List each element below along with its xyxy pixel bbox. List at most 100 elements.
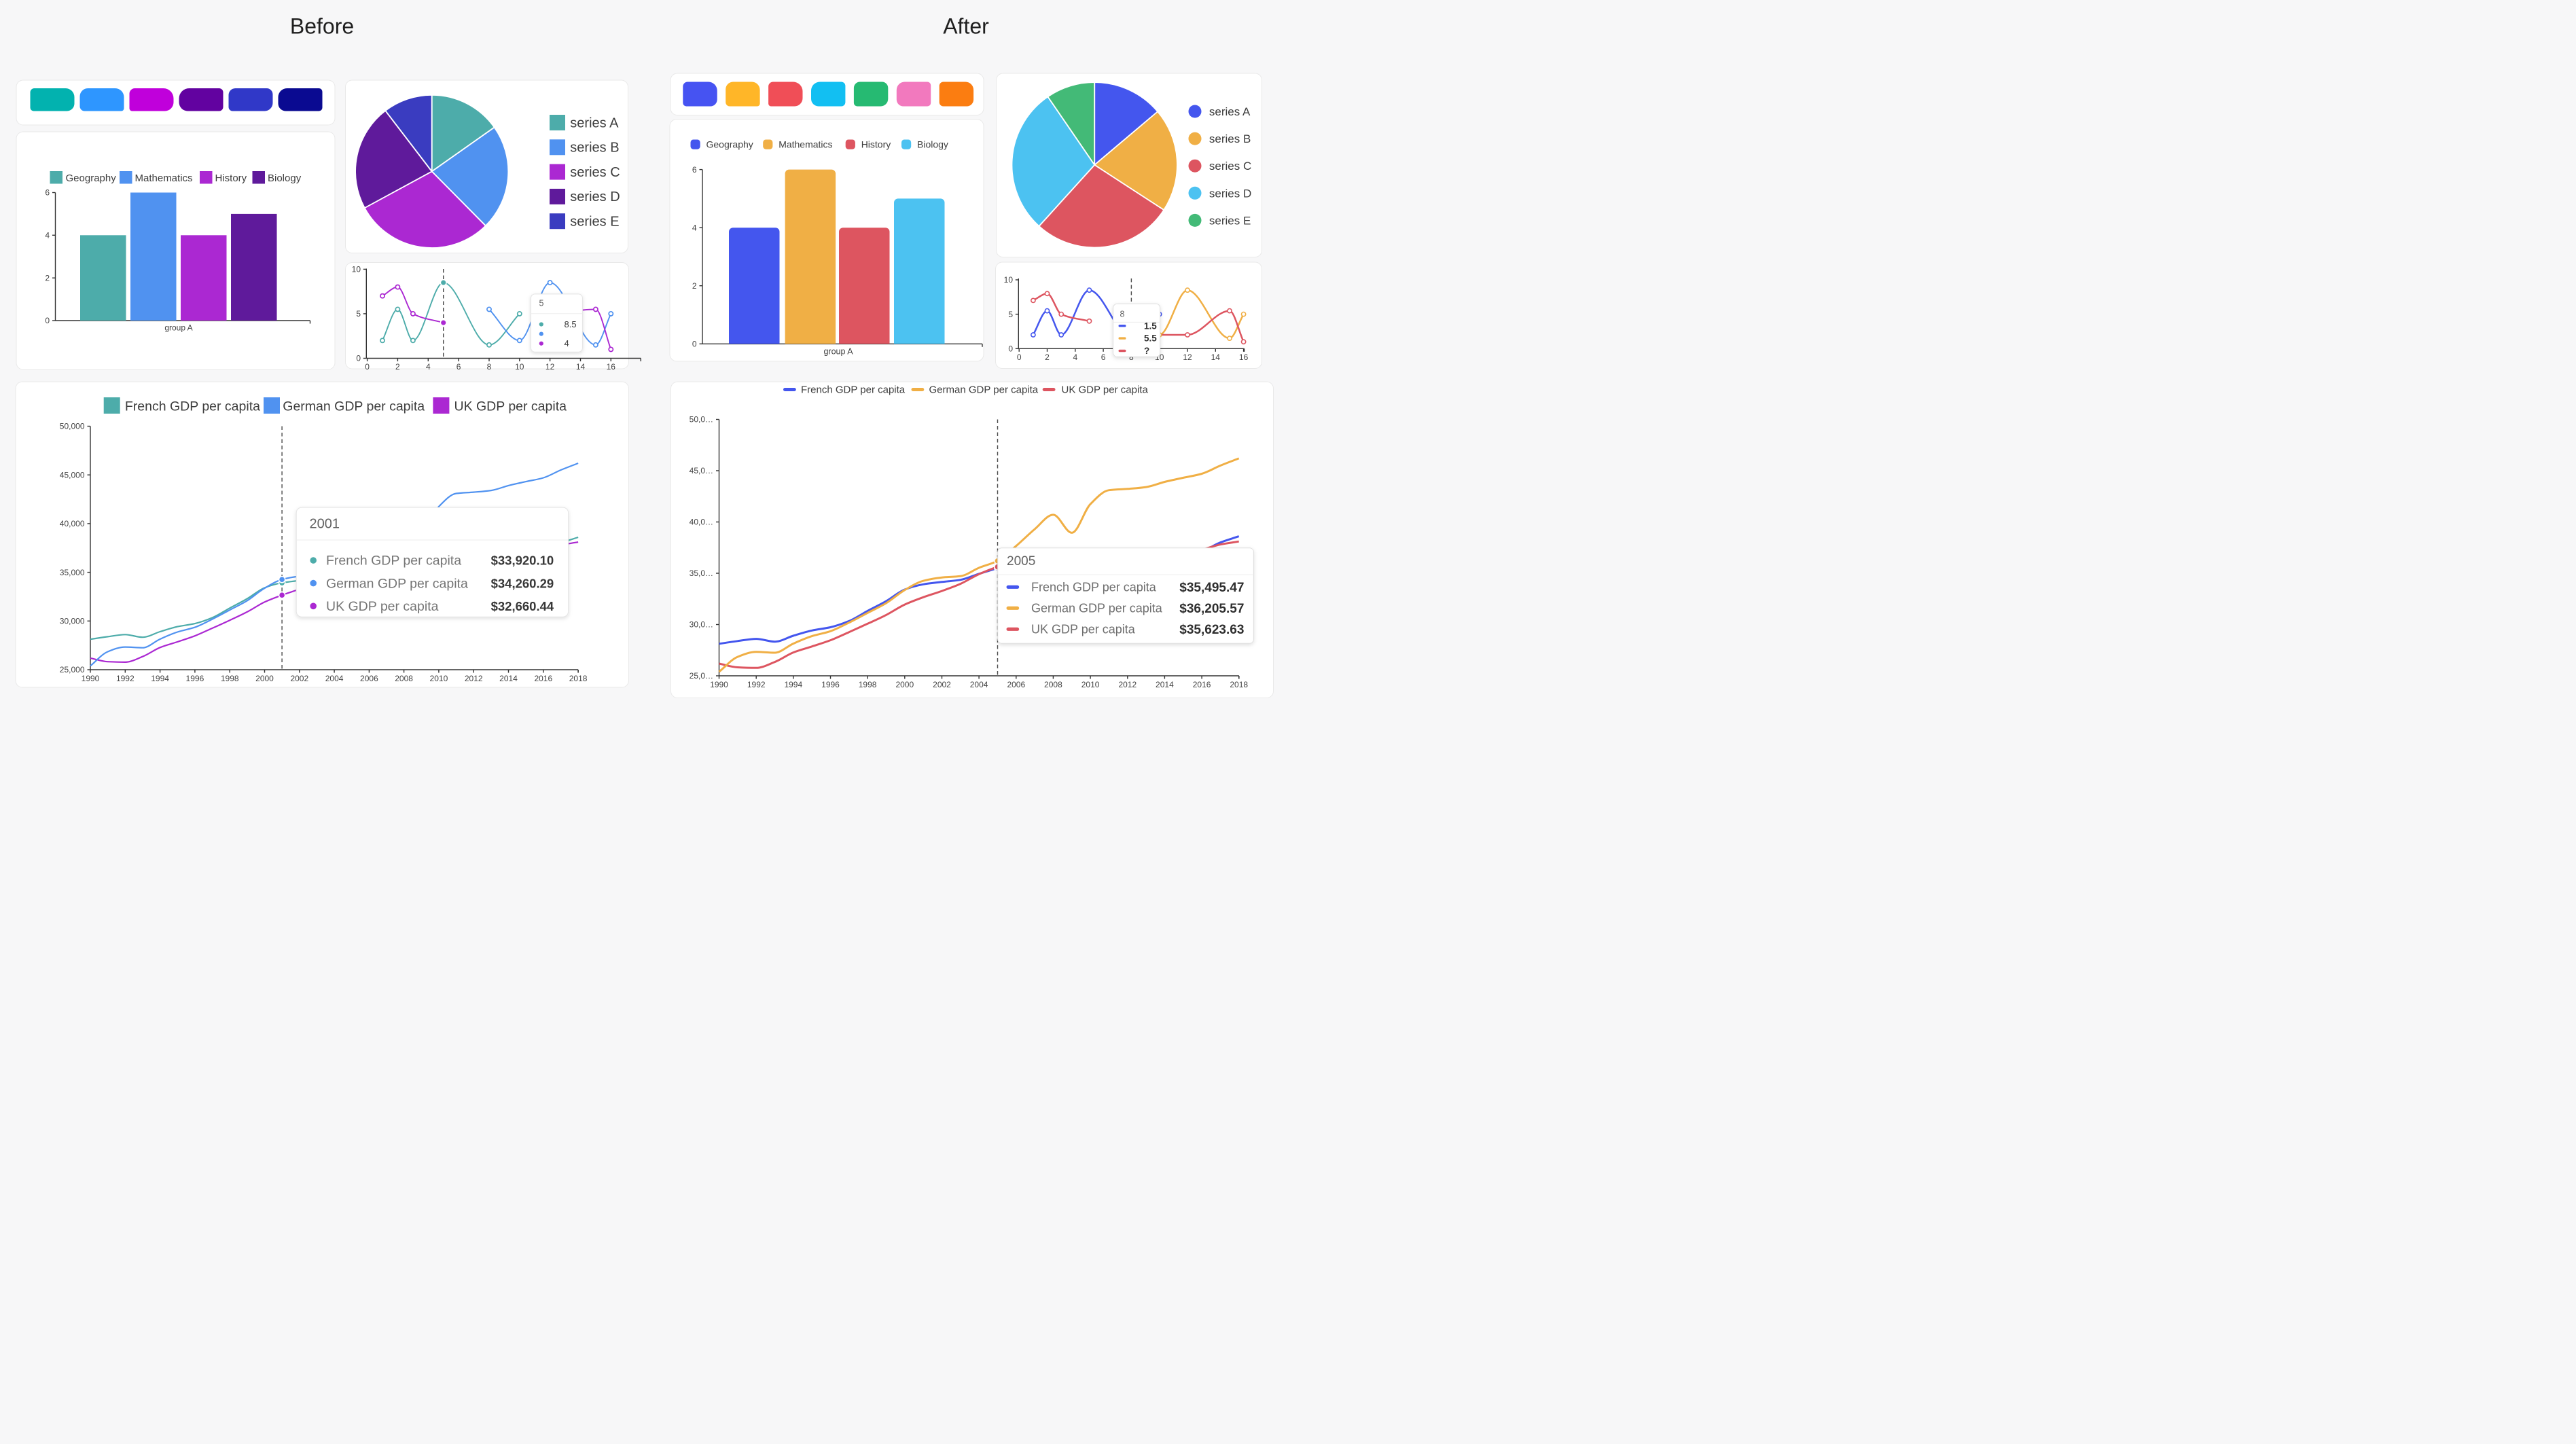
svg-text:50,000: 50,000 [60,422,85,431]
svg-text:1998: 1998 [221,674,239,683]
svg-text:8: 8 [487,362,492,372]
svg-text:Geography: Geography [706,139,753,149]
svg-text:French GDP per capita: French GDP per capita [801,384,906,396]
svg-text:?: ? [1144,346,1149,356]
svg-text:6: 6 [692,165,697,175]
svg-text:2: 2 [692,281,697,291]
svg-text:UK GDP per capita: UK GDP per capita [1062,384,1149,396]
svg-text:1990: 1990 [710,680,728,689]
svg-text:2005: 2005 [1007,554,1035,568]
svg-text:2: 2 [1045,353,1050,362]
svg-text:35,000: 35,000 [60,568,85,577]
svg-text:14: 14 [576,362,586,372]
svg-text:10: 10 [515,362,524,372]
svg-text:Mathematics: Mathematics [779,139,832,149]
svg-text:6: 6 [1101,353,1106,362]
svg-text:1994: 1994 [784,680,802,689]
svg-text:0: 0 [356,354,361,363]
svg-text:0: 0 [1017,353,1022,362]
svg-text:2006: 2006 [1007,680,1025,689]
svg-text:2: 2 [395,362,400,372]
svg-text:series B: series B [1209,132,1251,145]
svg-text:2000: 2000 [255,674,274,683]
svg-text:5: 5 [1008,310,1013,319]
svg-text:2010: 2010 [430,674,448,683]
svg-text:$33,920.10: $33,920.10 [491,554,554,568]
svg-text:$32,660.44: $32,660.44 [491,599,554,613]
svg-text:UK GDP per capita: UK GDP per capita [1031,623,1136,636]
svg-text:$34,260.29: $34,260.29 [491,576,554,590]
svg-text:25,0…: 25,0… [690,671,713,681]
svg-text:8.5: 8.5 [565,319,577,329]
svg-text:2004: 2004 [325,674,344,683]
svg-text:0: 0 [45,316,50,325]
svg-text:$35,623.63: $35,623.63 [1179,623,1244,637]
svg-text:2018: 2018 [569,674,588,683]
svg-text:40,0…: 40,0… [690,518,713,527]
svg-text:History: History [215,173,247,184]
svg-text:2: 2 [45,273,50,283]
svg-text:35,0…: 35,0… [690,568,713,578]
svg-text:Geography: Geography [66,173,117,184]
svg-text:2008: 2008 [1044,680,1062,689]
svg-text:group A: group A [823,347,853,357]
svg-text:10: 10 [1004,275,1014,285]
svg-text:8: 8 [1120,310,1125,319]
svg-text:12: 12 [1183,353,1192,362]
svg-text:30,0…: 30,0… [690,620,713,630]
svg-text:30,000: 30,000 [60,617,85,626]
svg-text:45,000: 45,000 [60,470,85,480]
svg-text:2002: 2002 [290,674,308,683]
svg-text:1992: 1992 [116,674,135,683]
svg-text:series D: series D [1209,187,1251,200]
svg-text:French GDP per capita: French GDP per capita [1031,581,1157,594]
svg-text:UK GDP per capita: UK GDP per capita [454,399,567,414]
svg-text:2012: 2012 [1118,680,1137,689]
svg-text:10: 10 [352,265,361,274]
svg-text:2004: 2004 [970,680,988,689]
svg-text:0: 0 [1008,344,1013,354]
svg-text:series E: series E [570,215,619,230]
svg-text:5.5: 5.5 [1144,333,1157,344]
svg-text:History: History [861,139,891,149]
svg-text:1996: 1996 [821,680,840,689]
svg-text:Before: Before [290,14,354,39]
svg-text:2012: 2012 [465,674,483,683]
svg-text:25,000: 25,000 [60,665,85,674]
svg-text:2014: 2014 [499,674,518,683]
svg-text:4: 4 [565,338,569,348]
svg-text:4: 4 [45,231,50,240]
svg-text:4: 4 [1073,353,1077,362]
svg-text:6: 6 [45,188,50,198]
svg-text:0: 0 [692,340,697,349]
svg-text:series D: series D [570,189,620,204]
svg-text:German GDP per capita: German GDP per capita [1031,602,1163,615]
svg-text:1992: 1992 [747,680,766,689]
svg-text:2001: 2001 [310,517,340,532]
svg-text:12: 12 [545,362,555,372]
svg-text:6: 6 [457,362,461,372]
svg-text:UK GDP per capita: UK GDP per capita [326,599,439,614]
svg-text:German GDP per capita: German GDP per capita [929,384,1039,396]
svg-text:14: 14 [1211,353,1221,362]
svg-text:16: 16 [1239,353,1249,362]
svg-text:Biology: Biology [917,139,948,149]
svg-text:series A: series A [570,115,619,130]
svg-text:1.5: 1.5 [1144,321,1157,331]
svg-text:1996: 1996 [186,674,204,683]
svg-text:series C: series C [1209,160,1251,173]
svg-text:2006: 2006 [360,674,378,683]
svg-text:French GDP per capita: French GDP per capita [125,399,260,414]
svg-text:16: 16 [607,362,616,372]
svg-text:4: 4 [426,362,431,372]
svg-text:German GDP per capita: German GDP per capita [283,399,425,414]
svg-text:After: After [943,14,989,39]
svg-text:Biology: Biology [268,173,302,184]
svg-text:series E: series E [1209,214,1251,227]
svg-text:2016: 2016 [1193,680,1211,689]
svg-text:$36,205.57: $36,205.57 [1179,602,1244,616]
svg-text:2014: 2014 [1156,680,1174,689]
svg-text:5: 5 [539,298,544,308]
svg-text:French GDP per capita: French GDP per capita [326,554,461,568]
svg-text:0: 0 [365,362,370,372]
